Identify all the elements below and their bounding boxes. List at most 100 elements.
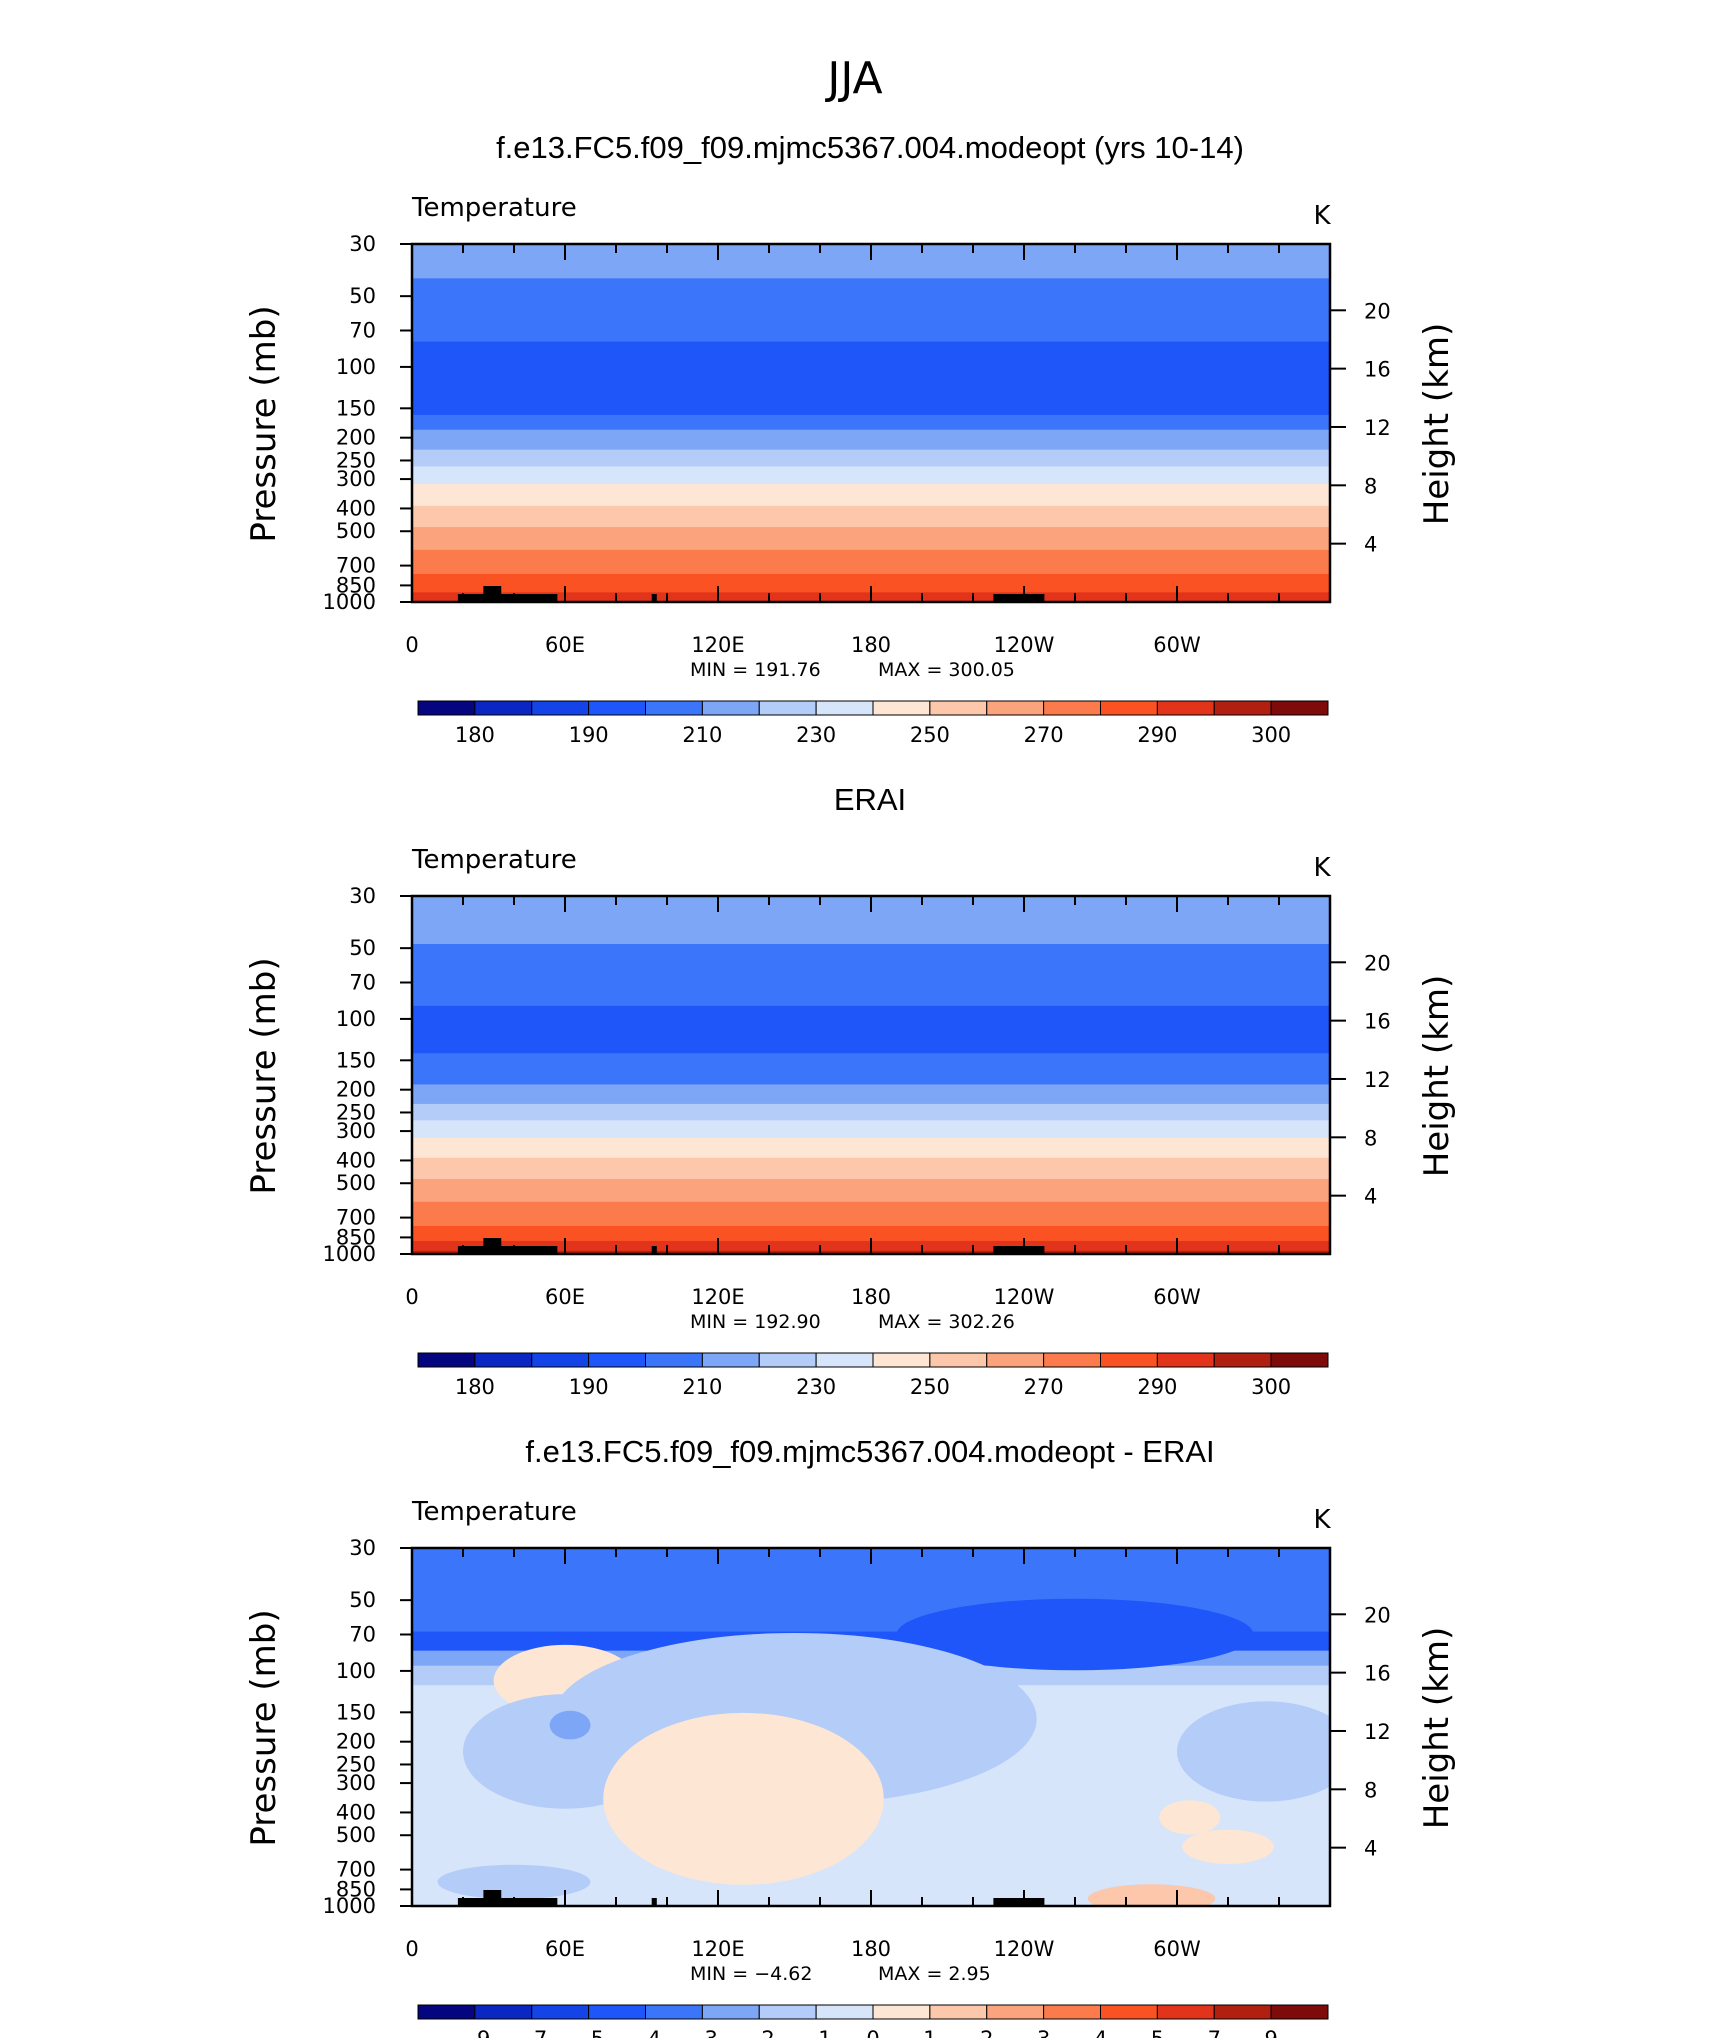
colorbar-label: 180 [455,1375,495,1399]
colorbar-swatch [1156,1352,1215,1368]
contour-fills [412,896,1330,1254]
contour-band [412,527,1330,551]
y2-tick-label: 16 [1364,1010,1391,1034]
contour-band [412,397,1330,416]
x-tick-label: 60W [1153,633,1201,657]
colorbar-swatch [417,2004,476,2020]
y-tick-label: 100 [336,1007,376,1031]
colorbar-swatch [1270,1352,1329,1368]
topography [993,1898,1045,1906]
contour-band [412,943,1330,1007]
colorbar-swatch [531,1352,590,1368]
x-tick-label: 180 [851,1937,891,1961]
colorbar-label: 290 [1137,1375,1177,1399]
y2-tick-label: 8 [1364,474,1377,498]
y2-tick-label: 8 [1364,1778,1377,1802]
topography [651,1246,657,1254]
y2-tick-label: 8 [1364,1126,1377,1150]
colorbar-swatch [701,2004,760,2020]
colorbar-label: 2 [980,2027,993,2038]
variable-label: Temperature [411,845,577,875]
y-tick-label: 200 [336,1730,376,1754]
y-tick-label: 50 [349,1588,376,1612]
colorbar-swatch [417,700,476,716]
colorbar-swatch [758,2004,817,2020]
y-axis-title: Pressure (mb) [244,957,284,1194]
y2-tick-label: 12 [1364,1720,1391,1744]
y2-axis-title: Height (km) [1417,975,1457,1178]
colorbar-swatch [417,1352,476,1368]
colorbar-swatch [929,700,988,716]
colorbar-swatch [1100,1352,1158,1368]
y-tick-label: 400 [336,496,376,520]
colorbar-swatch [815,700,874,716]
y-tick-label: 850 [336,1877,376,1901]
colorbar-swatch [929,2004,988,2020]
colorbar-swatch [588,2004,646,2020]
contour-band [412,484,1330,507]
units-label: K [1313,201,1331,231]
x-tick-label: 120W [994,1937,1055,1961]
contour-patch [1159,1800,1221,1835]
colorbar-label: 250 [910,723,950,747]
topography [457,594,558,602]
y-tick-label: 250 [336,448,376,472]
colorbar: −9 −7 −5 −4 −3 −2 −1 0 1 2 3 4 5 7 9 [417,2004,1329,2042]
colorbar-label: 210 [682,723,722,747]
variable-label: Temperature [411,193,577,223]
y-tick-label: 70 [349,971,376,995]
max-label: MAX = 300.05 [878,659,1015,681]
y-tick-label: 500 [336,1171,376,1195]
contour-band [412,414,1330,431]
x-tick-label: 60E [545,633,585,657]
colorbar-swatch [1100,700,1158,716]
colorbar-label: −5 [573,2027,604,2038]
colorbar-label: 270 [1024,1375,1064,1399]
contour-band [412,505,1330,528]
y-tick-label: 400 [336,1148,376,1172]
colorbar-swatch [474,700,533,716]
y-tick-label: 300 [336,1119,376,1143]
colorbar-swatch [1213,2004,1272,2020]
y-tick-label: 500 [336,519,376,543]
panel-title: f.e13.FC5.f09_f09.mjmc5367.004.modeopt -… [525,1434,1214,1469]
contour-band [412,466,1330,485]
y-axis-title: Pressure (mb) [244,305,284,542]
y-tick-label: 850 [336,1225,376,1249]
colorbar-label: −9 [459,2027,490,2038]
colorbar-label: 5 [1151,2027,1164,2038]
colorbar-label: 0 [866,2027,879,2038]
y2-tick-label: 20 [1364,299,1391,323]
colorbar-label: −4 [630,2027,661,2038]
y2-tick-label: 16 [1364,1662,1391,1686]
colorbar-label: 3 [1037,2027,1050,2038]
colorbar-swatch [929,1352,988,1368]
y-tick-label: 700 [336,554,376,578]
colorbar-swatch [531,700,590,716]
contour-band [412,1179,1330,1203]
x-tick-label: 180 [851,633,891,657]
max-label: MAX = 302.26 [878,1311,1015,1333]
colorbar: 180 190 210 230 250 270 290 300 [417,1352,1329,1399]
colorbar-swatch [872,700,931,716]
min-label: MIN = 192.90 [690,1311,821,1333]
colorbar-swatch [1100,2004,1158,2020]
panel-title: ERAI [834,782,906,817]
colorbar-swatch [872,2004,931,2020]
x-tick-label: 0 [405,633,418,657]
x-tick-label: 60W [1153,1285,1201,1309]
y2-tick-label: 12 [1364,1068,1391,1092]
contour-band [412,449,1330,468]
colorbar-label: 230 [796,723,836,747]
colorbar-label: 9 [1264,2027,1277,2038]
colorbar-swatch [531,2004,590,2020]
contour-band [412,1053,1330,1086]
colorbar-label: 230 [796,1375,836,1399]
topography [457,1246,558,1254]
y-tick-label: 100 [336,1659,376,1683]
x-tick-label: 120W [994,1285,1055,1309]
colorbar-label: 190 [569,723,609,747]
units-label: K [1313,853,1331,883]
chart-panel-3: f.e13.FC5.f09_f09.mjmc5367.004.modeopt -… [244,1434,1457,2042]
min-label: MIN = −4.62 [690,1963,812,1985]
